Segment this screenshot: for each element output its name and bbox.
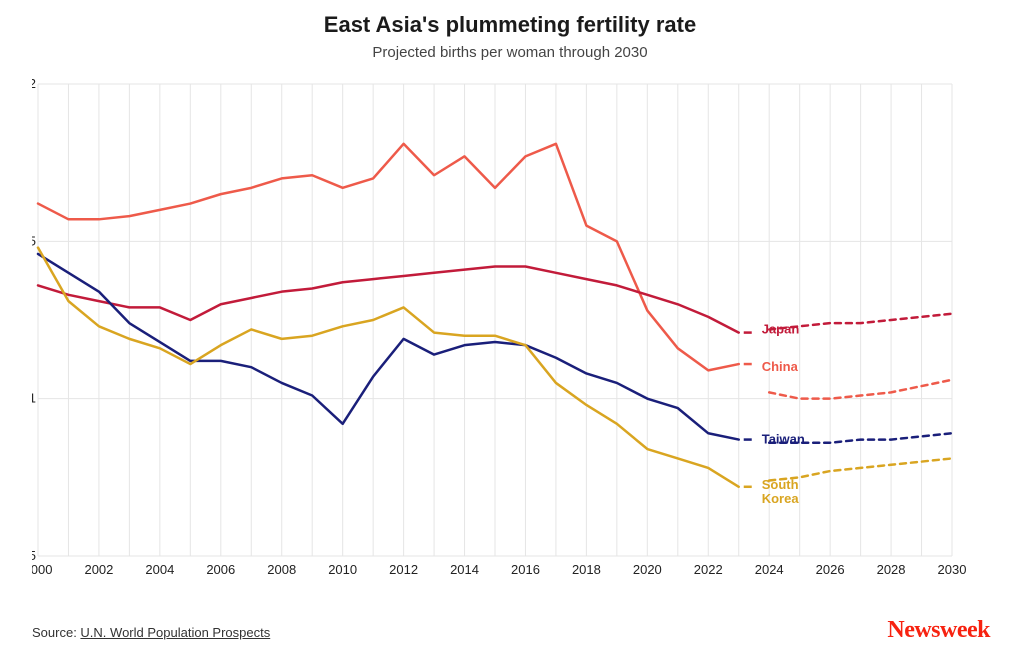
svg-text:2030: 2030 (938, 562, 967, 577)
svg-text:2018: 2018 (572, 562, 601, 577)
svg-text:0.5: 0.5 (32, 548, 36, 563)
chart-title: East Asia's plummeting fertility rate (0, 12, 1020, 38)
series-china-historical (38, 144, 739, 371)
svg-text:2: 2 (32, 78, 36, 91)
svg-text:2004: 2004 (145, 562, 174, 577)
svg-text:2022: 2022 (694, 562, 723, 577)
chart-subtitle: Projected births per woman through 2030 (0, 44, 1020, 61)
svg-text:2008: 2008 (267, 562, 296, 577)
svg-text:2016: 2016 (511, 562, 540, 577)
svg-text:2000: 2000 (32, 562, 52, 577)
series-label-china: China (762, 359, 799, 374)
series-label-japan: Japan (762, 322, 800, 337)
svg-text:2028: 2028 (877, 562, 906, 577)
svg-text:2012: 2012 (389, 562, 418, 577)
chart-area: 0.5 1 1.5 2 2000 2002 2004 2006 2008 2010 2012 2014… (32, 78, 992, 600)
newsweek-logo: Newsweek (887, 617, 990, 644)
svg-text:2020: 2020 (633, 562, 662, 577)
svg-text:2002: 2002 (84, 562, 113, 577)
svg-text:2010: 2010 (328, 562, 357, 577)
svg-text:2006: 2006 (206, 562, 235, 577)
source-prefix: Source: (32, 625, 80, 640)
series-label-taiwan: Taiwan (762, 432, 805, 447)
svg-text:1: 1 (32, 391, 36, 406)
svg-text:2026: 2026 (816, 562, 845, 577)
svg-text:1.5: 1.5 (32, 233, 36, 248)
source-link[interactable]: U.N. World Population Prospects (80, 625, 270, 640)
svg-text:2014: 2014 (450, 562, 479, 577)
series-label-south-korea: SouthKorea (762, 477, 800, 506)
chart-svg: 0.5 1 1.5 2 2000 2002 2004 2006 2008 2010 2012 2014… (32, 78, 992, 600)
source-attribution: Source: U.N. World Population Prospects (32, 625, 270, 640)
series-south-korea-historical (38, 248, 739, 487)
svg-text:2024: 2024 (755, 562, 784, 577)
